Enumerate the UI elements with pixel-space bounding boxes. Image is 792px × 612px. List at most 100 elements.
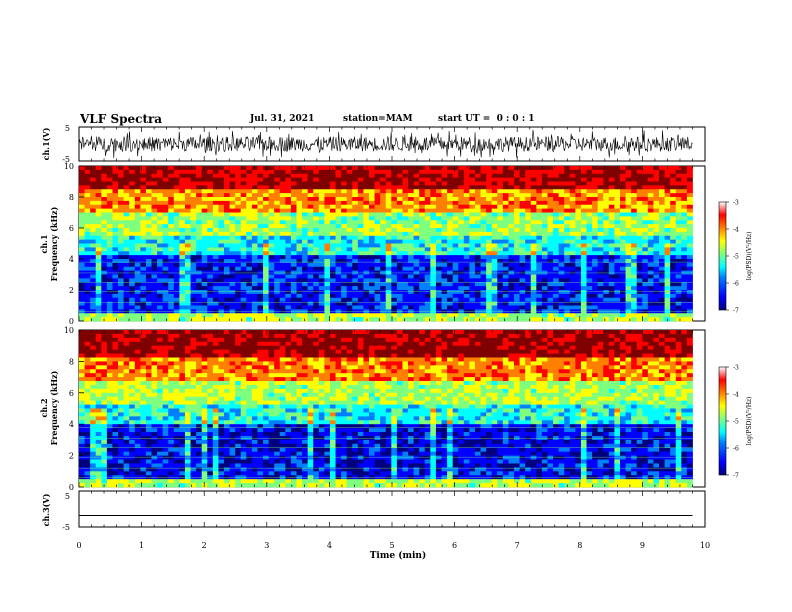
spectrogram-cell [84, 185, 91, 190]
spectrogram-cell [151, 305, 158, 310]
spectrogram-cell [424, 266, 431, 272]
spectrogram-cell [558, 189, 565, 194]
spectrogram-cell [246, 243, 253, 248]
spectrogram-cell [240, 313, 247, 318]
spectrogram-cell [419, 301, 426, 306]
spectrogram-cell [631, 228, 638, 233]
spectrogram-cell [318, 212, 325, 217]
spectrogram-cell [408, 286, 415, 291]
spectrogram-cell [274, 266, 281, 272]
spectrogram-cell [173, 286, 180, 291]
spectrogram-cell [274, 247, 281, 252]
spectrogram-cell [374, 286, 381, 291]
spectrogram-cell [614, 189, 621, 194]
spectrogram-cell [430, 259, 437, 264]
frequency-tick-label: 6 [69, 224, 74, 233]
spectrogram-cell [285, 216, 292, 221]
spectrogram-cell [686, 243, 693, 248]
spectrogram-cell [173, 243, 180, 248]
spectrogram-cell [357, 301, 364, 306]
spectrogram-cell [346, 278, 353, 283]
spectrogram-cell [480, 220, 487, 225]
spectrogram-cell [112, 424, 119, 429]
spectrogram-cell [474, 293, 481, 299]
spectrogram-cell [296, 259, 303, 264]
spectrogram-cell [396, 255, 403, 260]
spectrogram-cell [614, 286, 621, 291]
spectrogram-cell [118, 282, 125, 287]
spectrogram-cell [168, 313, 175, 318]
spectrogram-cell [162, 290, 169, 295]
spectrogram-cell [580, 297, 587, 303]
spectrogram-cell [514, 313, 520, 318]
spectrogram-cell [279, 216, 286, 221]
spectrogram-cell [184, 317, 191, 322]
spectrogram-cell [424, 290, 431, 295]
spectrogram-cell [396, 274, 403, 279]
spectrogram-cell [235, 286, 242, 291]
spectrogram-cell [530, 286, 537, 291]
spectrogram-cell [212, 185, 219, 190]
spectrogram-cell [430, 293, 437, 299]
spectrogram-cell [168, 224, 175, 229]
spectrogram-cell [101, 259, 108, 264]
spectrogram-cell [469, 173, 476, 179]
spectrogram-cell [129, 428, 136, 433]
spectrogram-cell [619, 266, 626, 272]
spectrogram-cell [486, 189, 493, 194]
spectrogram-cell [592, 297, 599, 303]
spectrogram-cell [268, 274, 275, 279]
spectrogram-cell [597, 197, 604, 202]
spectrogram-cell [212, 200, 219, 206]
spectrogram-cell [246, 231, 253, 237]
spectrogram-cell [318, 177, 325, 182]
spectrogram-cell [134, 235, 141, 241]
spectrogram-cell [385, 212, 392, 217]
spectrogram-cell [396, 239, 403, 244]
spectrogram-cell [558, 247, 565, 252]
spectrogram-cell [263, 220, 270, 225]
spectrogram-cell [151, 185, 158, 190]
spectrogram-cell [497, 293, 504, 299]
spectrogram-cell [435, 251, 442, 256]
spectrogram-cell [474, 274, 481, 279]
spectrogram-cell [647, 185, 654, 190]
spectrogram-cell [508, 313, 515, 318]
spectrogram-cell [296, 305, 303, 310]
spectrogram-cell [123, 235, 130, 241]
spectrogram-cell [435, 173, 442, 179]
spectrogram-cell [129, 357, 136, 362]
spectrogram-cell [129, 266, 136, 272]
spectrogram-cell [670, 166, 677, 171]
spectrogram-cell [408, 181, 415, 186]
spectrogram-cell [118, 317, 125, 322]
spectrogram-cell [134, 166, 141, 171]
spectrogram-cell [514, 193, 520, 198]
spectrogram-cell [324, 235, 331, 241]
spectrogram-cell [374, 247, 381, 252]
spectrogram-cell [631, 204, 638, 210]
spectrogram-cell [547, 282, 554, 287]
spectrogram-cell [179, 220, 186, 225]
spectrogram-cell [229, 235, 236, 241]
spectrogram-cell [190, 259, 197, 264]
spectrogram-cell [352, 231, 359, 237]
spectrogram-cell [129, 345, 136, 351]
spectrogram-cell [290, 305, 297, 310]
spectrogram-cell [229, 185, 236, 190]
spectrogram-cell [151, 255, 158, 260]
spectrogram-cell [480, 166, 487, 171]
spectrogram-cell [625, 166, 632, 171]
spectrogram-cell [229, 220, 236, 225]
spectrogram-cell [341, 243, 348, 248]
spectrogram-cell [586, 193, 593, 198]
spectrogram-cell [296, 255, 303, 260]
spectrogram-cell [95, 200, 102, 206]
spectrogram-cell [553, 301, 560, 306]
spectrogram-cell [597, 282, 604, 287]
spectrogram-cell [90, 169, 97, 175]
spectrogram-cell [240, 224, 247, 229]
spectrogram-cell [519, 169, 526, 175]
spectrogram-cell [497, 239, 504, 244]
spectrogram-cell [140, 373, 147, 378]
